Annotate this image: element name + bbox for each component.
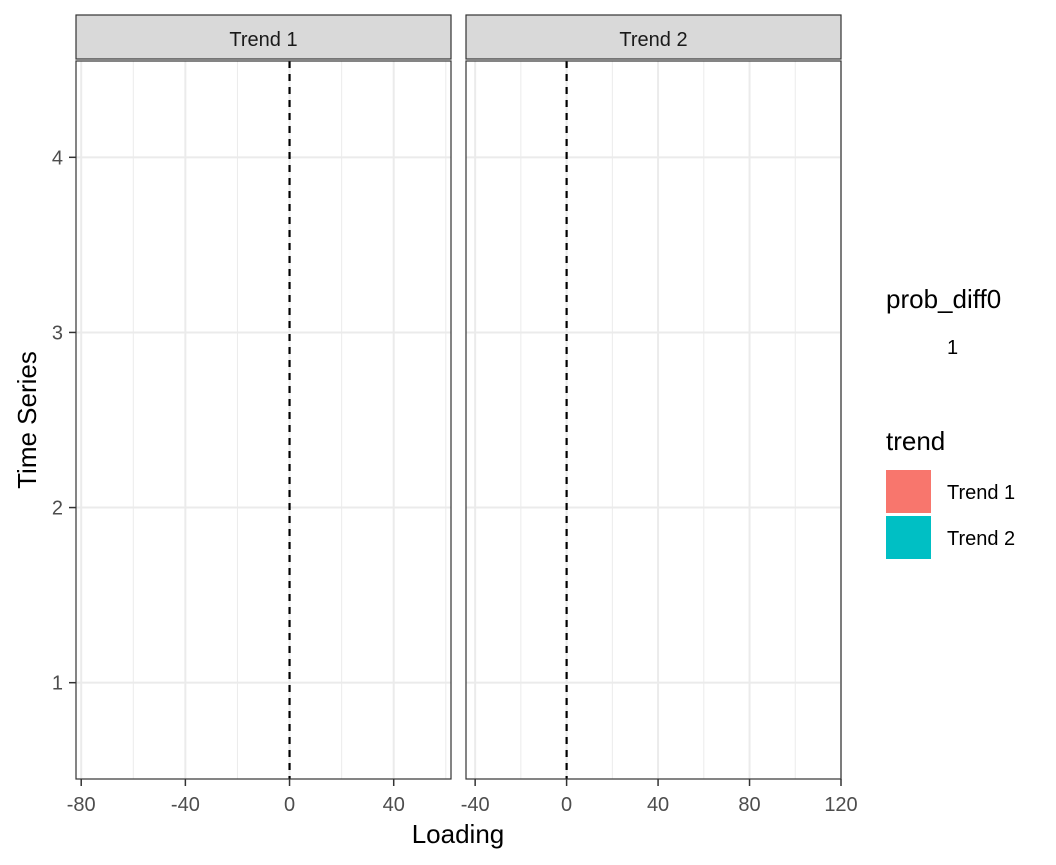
strip-label-trend-2: Trend 2 — [619, 29, 687, 51]
legend-label-trend-2: Trend 2 — [947, 528, 1015, 550]
panel-border-trend-1 — [75, 60, 452, 780]
x-axis-trend-1: -80 -40 0 40 — [67, 779, 405, 816]
plot-area-trend-2 — [466, 61, 841, 779]
y-tick-label: 1 — [52, 673, 63, 695]
x-tick-label: 0 — [561, 794, 572, 816]
strip-label-trend-1: Trend 1 — [229, 29, 297, 51]
legend-label-trend-1: Trend 1 — [947, 482, 1015, 504]
legend-key-trend-1 — [886, 470, 931, 513]
panel-trend-1: Trend 1 -80 -40 0 40 — [67, 14, 452, 816]
legend-prob-diff0: prob_diff0 1 — [886, 284, 1001, 359]
x-axis-trend-2: -40 0 40 80 120 — [461, 779, 858, 816]
legend-title-prob-diff0: prob_diff0 — [886, 284, 1001, 314]
panel-border-trend-2 — [465, 60, 842, 780]
legend-title-trend: trend — [886, 426, 945, 456]
x-tick-label: 40 — [383, 794, 405, 816]
panel-trend-2: Trend 2 -40 0 40 80 120 — [461, 14, 858, 816]
y-tick-label: 3 — [52, 322, 63, 344]
x-tick-label: -40 — [171, 794, 200, 816]
y-axis: 1 2 3 4 — [52, 147, 76, 695]
y-tick-label: 2 — [52, 498, 63, 520]
plot-area-trend-1 — [76, 61, 451, 779]
x-tick-label: 40 — [647, 794, 669, 816]
y-tick-label: 4 — [52, 147, 63, 169]
x-tick-label: 80 — [738, 794, 760, 816]
x-axis-title: Loading — [412, 819, 505, 849]
x-tick-label: -40 — [461, 794, 490, 816]
x-tick-label: -80 — [67, 794, 96, 816]
y-axis-title: Time Series — [12, 351, 42, 489]
strip-trend-1 — [75, 14, 452, 60]
legend-label-prob-diff0-1: 1 — [947, 337, 958, 359]
legend-key-trend-2 — [886, 516, 931, 559]
x-tick-label: 120 — [824, 794, 857, 816]
legend-trend: trend Trend 1 Trend 2 — [886, 426, 1015, 559]
x-tick-label: 0 — [284, 794, 295, 816]
strip-trend-2 — [465, 14, 842, 60]
